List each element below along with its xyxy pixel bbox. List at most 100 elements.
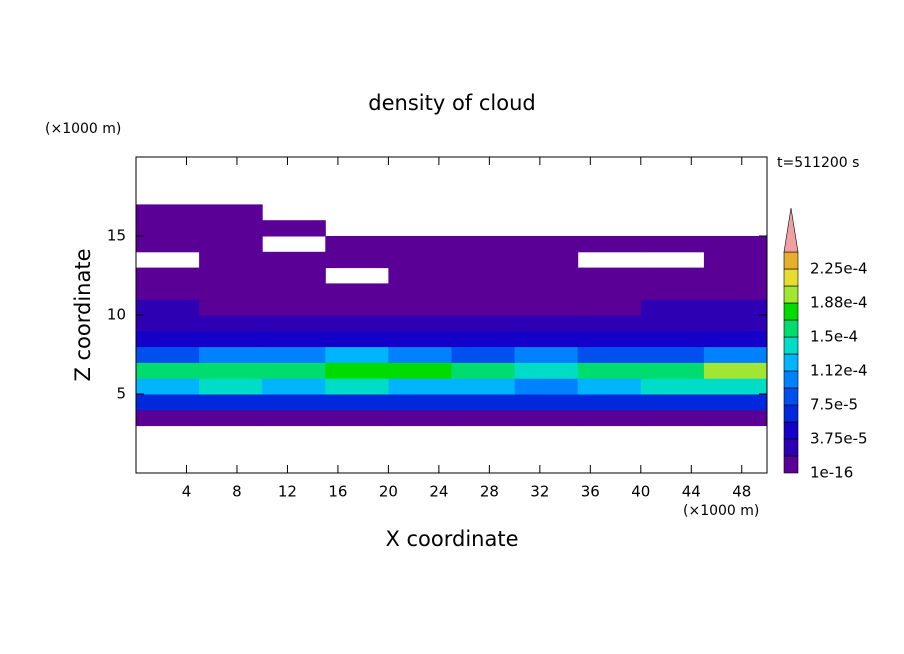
colorbar-label: 3.75e-5 (810, 430, 868, 448)
contour-cell (136, 378, 200, 395)
contour-cell (577, 299, 642, 316)
contour-cell (703, 283, 768, 300)
contour-cell (514, 378, 579, 395)
contour-cell (199, 283, 263, 300)
contour-cell (136, 346, 200, 363)
chart-title: density of cloud (368, 91, 535, 115)
colorbar-label: 2.25e-4 (810, 260, 868, 278)
contour-cell (514, 346, 579, 363)
colorbar-box (783, 421, 799, 440)
contour-cell (451, 236, 516, 253)
contour-cell (703, 315, 768, 332)
colorbar-box (783, 319, 799, 338)
contour-cell (136, 236, 200, 253)
x-tick-label: 12 (278, 483, 297, 501)
contour-cell (136, 220, 200, 237)
x-tick-label: 48 (732, 483, 751, 501)
contour-cell (199, 299, 263, 316)
contour-cell (640, 267, 705, 284)
contour-cell (451, 330, 516, 348)
contour-cell (514, 394, 579, 411)
contour-cell (640, 330, 705, 348)
colorbar-box (783, 302, 799, 321)
contour-cell (388, 267, 452, 284)
x-tick-label: 4 (182, 483, 192, 501)
contour-cell (703, 394, 768, 411)
contour-cell (640, 315, 705, 332)
contour-cell (388, 299, 452, 316)
contour-cell (640, 362, 705, 379)
contour-cell (325, 378, 389, 395)
contour-cell (577, 267, 642, 284)
colorbar-box (783, 353, 799, 372)
x-tick-label: 44 (682, 483, 701, 501)
contour-cell (577, 362, 642, 379)
colorbar-label: 1e-16 (810, 464, 853, 482)
contour-cell (136, 267, 200, 284)
contour-cell (703, 236, 768, 253)
colorbar-label: 1.5e-4 (810, 328, 858, 346)
contour-cell (388, 362, 452, 379)
contour-cell (199, 346, 263, 363)
contour-cell (577, 236, 642, 253)
contour-cell (199, 236, 263, 253)
contour-cell (325, 251, 389, 269)
contour-cell (703, 346, 768, 363)
contour-cell (388, 346, 452, 363)
contour-cell (199, 362, 263, 379)
contour-cell (262, 394, 326, 411)
contour-cell (262, 220, 326, 237)
contour-cell (514, 362, 579, 379)
colorbar-label: 7.5e-5 (810, 396, 858, 414)
contour-cell (262, 283, 326, 300)
colorbar-box (783, 438, 799, 457)
contour-cell (136, 299, 200, 316)
contour-cell (325, 299, 389, 316)
contour-cell (703, 362, 768, 379)
contour-cell (136, 330, 200, 348)
contour-cell (388, 251, 452, 269)
contour-cell (199, 267, 263, 284)
contour-cell (262, 409, 326, 427)
x-tick-label: 40 (631, 483, 650, 501)
contour-cell (451, 394, 516, 411)
contour-cell (577, 394, 642, 411)
contour-cell (640, 299, 705, 316)
contour-cell (514, 236, 579, 253)
y-axis-title: Z coordinate (71, 248, 95, 381)
colorbar-box (783, 268, 799, 287)
contour-cell (199, 394, 263, 411)
contour-cell (577, 330, 642, 348)
contour-cell (136, 315, 200, 332)
y-tick-label: 5 (116, 385, 126, 403)
contour-cell (325, 394, 389, 411)
contour-cell (136, 283, 200, 300)
x-tick-label: 20 (379, 483, 398, 501)
contour-cell (514, 315, 579, 332)
contour-cell (451, 267, 516, 284)
contour-cell (451, 251, 516, 269)
colorbar-box (783, 336, 799, 355)
contour-cell (325, 346, 389, 363)
x-tick-label: 16 (328, 483, 347, 501)
contour-cell (199, 378, 263, 395)
contour-cell (388, 315, 452, 332)
contour-cell (514, 299, 579, 316)
contour-cell (514, 251, 579, 269)
y-tick-label: 15 (107, 227, 126, 245)
contour-cell (577, 283, 642, 300)
colorbar-box (783, 404, 799, 423)
contour-cell (199, 220, 263, 237)
y-tick-label: 10 (107, 306, 126, 324)
contour-cell (514, 409, 579, 427)
contour-cell (262, 362, 326, 379)
contour-cell (136, 362, 200, 379)
contour-cell (640, 236, 705, 253)
colorbar-box (783, 370, 799, 389)
contour-cell (703, 409, 768, 427)
colorbar-box (783, 251, 799, 270)
contour-cell (451, 378, 516, 395)
colorbar-label: 1.88e-4 (810, 294, 868, 312)
